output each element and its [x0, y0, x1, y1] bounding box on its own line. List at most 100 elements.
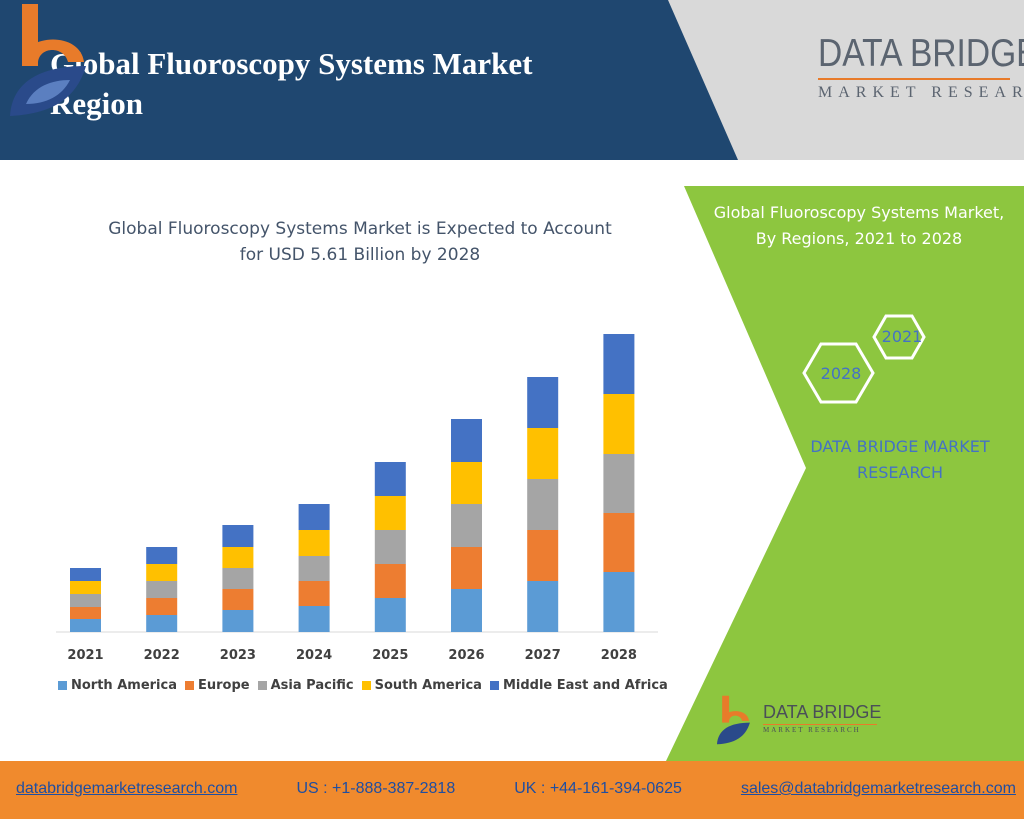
- bar-segment-2026-asia-pacific: [451, 504, 482, 547]
- legend-item-europe: Europe: [185, 678, 250, 693]
- legend-swatch: [185, 681, 194, 690]
- bar-segment-2027-europe: [527, 530, 559, 581]
- hexagon-label-2028: 2028: [821, 364, 862, 383]
- bar-segment-2024-asia-pacific: [298, 556, 330, 581]
- x-tick-label-2024: 2024: [296, 648, 332, 663]
- legend-swatch: [489, 681, 499, 690]
- legend-item-north-america: North America: [58, 678, 177, 693]
- legend-label: Middle East and Africa: [502, 678, 668, 693]
- legend-label: Europe: [198, 678, 250, 693]
- bar-segment-2025-south-america: [374, 496, 406, 530]
- bar-segment-2022-south-america: [146, 564, 178, 581]
- x-tick-label-2023: 2023: [220, 648, 256, 663]
- side-panel-brand-line-2: RESEARCH: [857, 463, 943, 482]
- side-panel-title-line-1: Global Fluoroscopy Systems Market,: [713, 203, 1005, 222]
- legend-item-asia-pacific: Asia Pacific: [257, 678, 354, 693]
- bar-segment-2027-north-america: [527, 581, 559, 632]
- brand-name: DATA BRIDGE: [818, 32, 1024, 75]
- page-title-line-1: Global Fluoroscopy Systems Market: [50, 46, 533, 81]
- footer-us-phone: US : +1-888-387-2818: [296, 780, 456, 797]
- side-panel-title-line-2: By Regions, 2021 to 2028: [755, 229, 963, 248]
- bar-segment-2024-europe: [298, 581, 330, 606]
- hexagon-2028: [802, 342, 875, 404]
- page-title-line-2: Region: [50, 86, 143, 121]
- bar-segment-2027-south-america: [527, 428, 559, 479]
- x-tick-label-2021: 2021: [67, 648, 103, 663]
- bar-segment-2024-middle-east-and-africa: [298, 504, 330, 530]
- small-logo-icon: [716, 695, 750, 745]
- data-bridge-logo-icon: [10, 4, 86, 116]
- bar-segment-2026-europe: [451, 547, 482, 589]
- bar-segment-2023-asia-pacific: [222, 568, 254, 589]
- footer-bar: databridgemarketresearch.com US : +1-888…: [0, 761, 1024, 819]
- side-panel: [0, 186, 1024, 761]
- legend-swatch: [257, 681, 267, 690]
- bar-segment-2025-north-america: [374, 598, 406, 632]
- side-panel-brand-line-1: DATA BRIDGE MARKET: [810, 437, 990, 456]
- small-brand-subtitle: MARKET RESEARCH: [763, 726, 861, 734]
- bar-segment-2023-north-america: [222, 610, 254, 632]
- chart-title: Global Fluoroscopy Systems Market is Exp…: [80, 216, 640, 268]
- side-panel-background: [666, 186, 1024, 761]
- small-brand-divider: [763, 724, 877, 725]
- brand-divider: [818, 78, 1010, 80]
- bar-segment-2022-europe: [146, 598, 178, 615]
- chart-title-line-1: Global Fluoroscopy Systems Market is Exp…: [108, 219, 612, 239]
- x-tick-label-2022: 2022: [144, 648, 180, 663]
- bar-segment-2024-south-america: [298, 530, 330, 556]
- brand-wordmark: DATA BRIDGE MARKET RESEARCH: [818, 32, 1024, 102]
- bar-segment-2028-europe: [603, 513, 635, 572]
- brand-subtitle: MARKET RESEARCH: [818, 84, 1024, 101]
- footer-website-link[interactable]: databridgemarketresearch.com: [16, 780, 238, 797]
- bar-segment-2021-middle-east-and-africa: [70, 568, 101, 581]
- x-tick-label-2025: 2025: [372, 648, 408, 663]
- bar-segment-2027-asia-pacific: [527, 479, 559, 530]
- bar-segment-2022-middle-east-and-africa: [146, 547, 178, 564]
- legend-label: South America: [374, 678, 482, 693]
- bar-segment-2026-south-america: [451, 462, 482, 504]
- x-tick-label-2028: 2028: [601, 648, 637, 663]
- bar-segment-2024-north-america: [298, 606, 330, 632]
- bar-segment-2026-middle-east-and-africa: [451, 419, 482, 462]
- x-tick-label-2026: 2026: [448, 648, 484, 663]
- bar-segment-2028-asia-pacific: [603, 454, 635, 513]
- chart-legend: North America Europe Asia Pacific South Ame…: [58, 678, 676, 693]
- footer-contacts: databridgemarketresearch.com US : +1-888…: [16, 780, 1016, 798]
- year-hexagons: 2021 2028: [802, 314, 926, 404]
- bar-segment-2023-middle-east-and-africa: [222, 525, 254, 547]
- side-panel-brand-text: DATA BRIDGE MARKET RESEARCH: [790, 434, 1010, 486]
- legend-label: North America: [71, 678, 177, 693]
- bar-segment-2025-europe: [374, 564, 406, 598]
- legend-swatch: [361, 681, 371, 690]
- bar-segment-2021-north-america: [70, 619, 101, 632]
- bar-segment-2023-europe: [222, 589, 254, 610]
- small-brand-name: DATA BRIDGE: [763, 702, 882, 722]
- bar-segment-2021-europe: [70, 607, 101, 619]
- bar-segment-2028-middle-east-and-africa: [603, 334, 635, 394]
- side-panel-title: Global Fluoroscopy Systems Market, By Re…: [700, 200, 1018, 252]
- header-background: [0, 0, 1024, 160]
- bar-segment-2027-middle-east-and-africa: [527, 377, 559, 428]
- footer-email-link[interactable]: sales@databridgemarketresearch.com: [740, 780, 1016, 797]
- legend-label: Asia Pacific: [270, 678, 354, 693]
- hexagon-2021: [872, 314, 926, 360]
- bar-segment-2022-north-america: [146, 615, 178, 632]
- bar-segment-2022-asia-pacific: [146, 581, 178, 598]
- legend-swatch: [58, 681, 67, 690]
- legend-item-south-america: South America: [361, 678, 482, 693]
- bar-segment-2026-north-america: [451, 589, 482, 632]
- stacked-bar-chart: 2021 2022 2023 2024 2025 2026 2027 2028: [56, 334, 658, 663]
- legend-item-middle-east-and-africa: Middle East and Africa: [489, 678, 668, 693]
- hexagon-label-2021: 2021: [882, 327, 923, 346]
- bar-segment-2025-middle-east-and-africa: [374, 462, 406, 496]
- bar-segment-2028-south-america: [603, 394, 635, 454]
- bar-segment-2023-south-america: [222, 547, 254, 568]
- bar-segment-2028-north-america: [603, 572, 635, 632]
- chart-title-line-2: for USD 5.61 Billion by 2028: [239, 245, 481, 265]
- bar-segment-2021-south-america: [70, 581, 101, 594]
- footer-uk-phone: UK : +44-161-394-0625: [514, 780, 682, 797]
- header-banner: Global Fluoroscopy Systems Market Region…: [0, 0, 1024, 160]
- bar-segment-2021-asia-pacific: [70, 594, 101, 607]
- x-tick-label-2027: 2027: [525, 648, 561, 663]
- page-title: Global Fluoroscopy Systems Market Region: [50, 44, 650, 124]
